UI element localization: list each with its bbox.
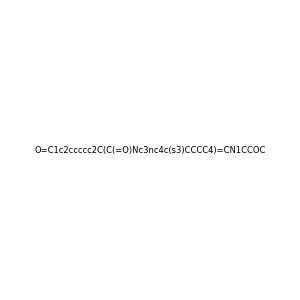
- Text: O=C1c2ccccc2C(C(=O)Nc3nc4c(s3)CCCC4)=CN1CCOC: O=C1c2ccccc2C(C(=O)Nc3nc4c(s3)CCCC4)=CN1…: [34, 146, 266, 154]
